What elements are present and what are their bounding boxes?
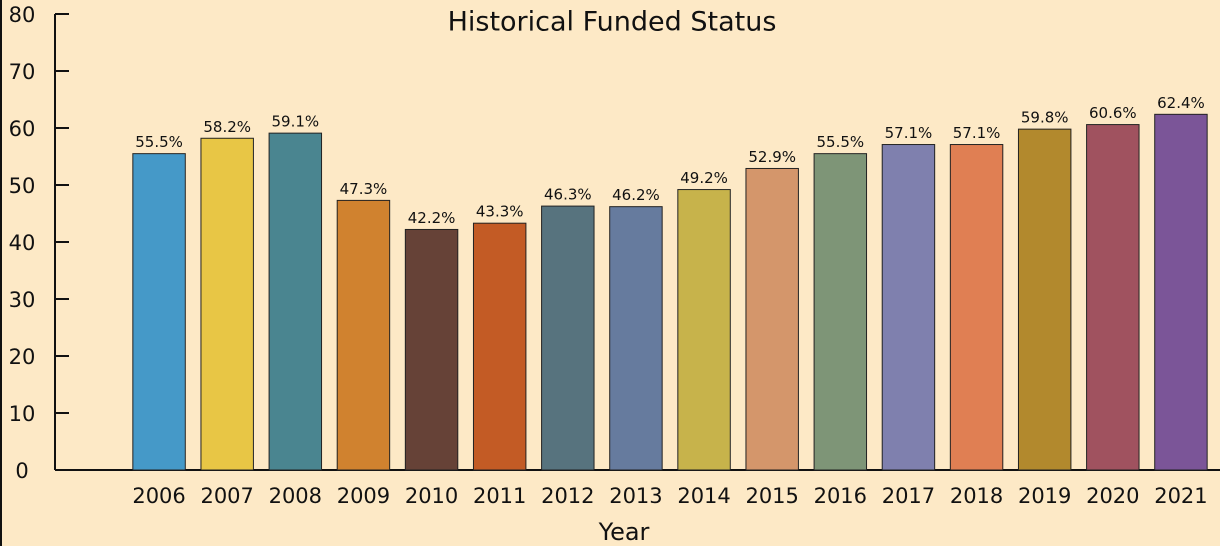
- x-tick-label: 2007: [200, 484, 253, 508]
- x-tick-label: 2019: [1018, 484, 1071, 508]
- y-tick-label: 10: [9, 402, 36, 426]
- bar: [881, 144, 936, 471]
- value-label: 42.2%: [408, 209, 456, 227]
- value-label: 52.9%: [748, 148, 796, 166]
- bar: [1017, 128, 1072, 471]
- x-tick-label: 2016: [814, 484, 867, 508]
- bar: [949, 144, 1004, 471]
- value-label: 46.3%: [544, 186, 592, 204]
- bar: [336, 199, 391, 471]
- x-tick-label: 2008: [269, 484, 322, 508]
- bar: [677, 189, 731, 471]
- bar: [745, 167, 799, 471]
- x-tick-label: 2014: [677, 484, 730, 508]
- y-tick-label: 40: [9, 231, 36, 255]
- y-tick-label: 60: [9, 117, 36, 141]
- chart-title: Historical Funded Status: [448, 7, 777, 38]
- y-tick-label: 50: [9, 174, 36, 198]
- y-tick-label: 30: [9, 288, 36, 312]
- value-label: 55.5%: [135, 133, 183, 151]
- x-tick-label: 2013: [609, 484, 662, 508]
- bar: [609, 206, 663, 471]
- x-tick-label: 2012: [541, 484, 594, 508]
- bar: [813, 153, 868, 471]
- bar: [1086, 124, 1140, 471]
- value-label: 49.2%: [680, 169, 728, 187]
- y-tick-label: 0: [15, 459, 28, 483]
- value-label: 62.4%: [1157, 94, 1205, 112]
- x-tick-label: 2020: [1086, 484, 1139, 508]
- value-label: 57.1%: [953, 124, 1001, 142]
- bar: [472, 222, 527, 471]
- value-label: 55.5%: [816, 133, 864, 151]
- value-label: 57.1%: [885, 124, 933, 142]
- bar: [1154, 113, 1208, 471]
- x-tick-label: 2021: [1154, 484, 1207, 508]
- x-axis-label: Year: [598, 518, 650, 546]
- value-label: 58.2%: [203, 118, 251, 136]
- bar: [404, 228, 459, 471]
- value-label: 46.2%: [612, 186, 660, 204]
- y-tick-label: 70: [9, 60, 36, 84]
- bar: [132, 153, 186, 471]
- x-tick-label: 2015: [745, 484, 798, 508]
- value-label: 47.3%: [340, 180, 388, 198]
- value-label: 59.8%: [1021, 109, 1069, 127]
- bar: [541, 205, 595, 471]
- y-tick-label: 80: [9, 3, 36, 27]
- x-tick-label: 2010: [405, 484, 458, 508]
- x-tick-label: 2018: [950, 484, 1003, 508]
- x-tick-label: 2009: [337, 484, 390, 508]
- value-label: 59.1%: [271, 113, 319, 131]
- bar: [268, 132, 323, 471]
- y-tick-label: 20: [9, 345, 36, 369]
- value-label: 60.6%: [1089, 104, 1137, 122]
- x-tick-label: 2011: [473, 484, 526, 508]
- bar: [200, 137, 254, 471]
- x-tick-label: 2006: [132, 484, 185, 508]
- value-label: 43.3%: [476, 203, 524, 221]
- x-tick-label: 2017: [882, 484, 935, 508]
